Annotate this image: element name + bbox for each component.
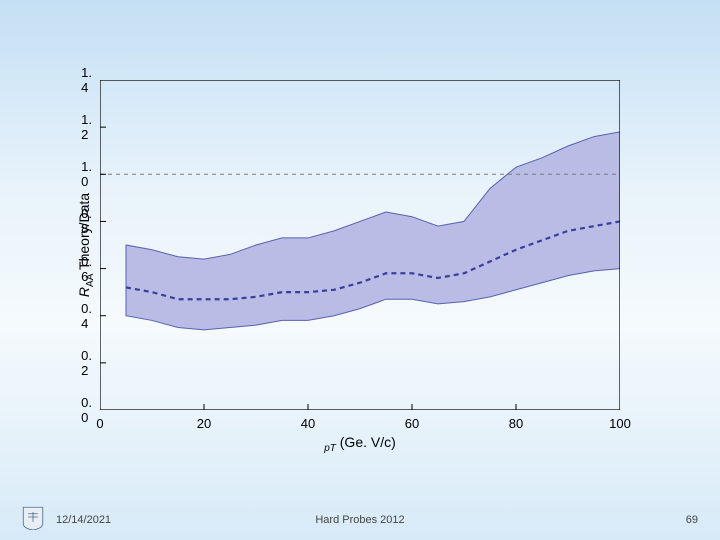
slide: RAA Theory/Data pT (Ge. V/c) 0. 00. 20. … (0, 0, 720, 540)
y-tick-label: 1. 0 (81, 159, 92, 189)
x-tick-label: 0 (96, 416, 103, 431)
footer-title: Hard Probes 2012 (0, 514, 720, 526)
slide-number: 69 (686, 514, 698, 526)
x-tick-label: 20 (197, 416, 211, 431)
raa-chart: RAA Theory/Data pT (Ge. V/c) 0. 00. 20. … (100, 80, 620, 410)
y-tick-label: 0. 0 (81, 395, 92, 425)
y-tick-label: 0. 4 (81, 301, 92, 331)
y-tick-label: 0. 8 (81, 206, 92, 236)
chart-svg (100, 80, 620, 410)
x-tick-label: 80 (509, 416, 523, 431)
x-tick-label: 40 (301, 416, 315, 431)
y-tick-label: 0. 2 (81, 348, 92, 378)
y-tick-label: 1. 4 (81, 65, 92, 95)
x-tick-label: 100 (609, 416, 631, 431)
y-tick-label: 1. 2 (81, 112, 92, 142)
x-axis-label: pT (Ge. V/c) (100, 434, 620, 454)
x-tick-label: 60 (405, 416, 419, 431)
y-tick-label: 0. 6 (81, 254, 92, 284)
